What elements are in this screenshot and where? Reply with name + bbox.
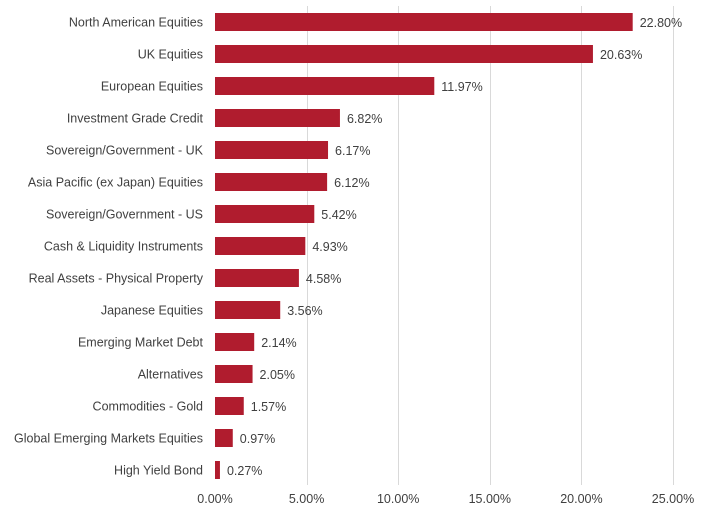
x-tick-label: 10.00% bbox=[377, 492, 419, 506]
category-label: Real Assets - Physical Property bbox=[29, 272, 204, 286]
bar bbox=[215, 365, 253, 383]
value-label: 3.56% bbox=[287, 304, 322, 318]
value-label: 20.63% bbox=[600, 48, 642, 62]
bar bbox=[215, 141, 329, 159]
category-label: UK Equities bbox=[138, 48, 203, 62]
value-labels: 22.80% 20.63% 11.97% 6.82% 6.17% 6.12% 5.42% 4.… bbox=[227, 16, 682, 478]
value-label: 0.27% bbox=[227, 464, 262, 478]
category-label: High Yield Bond bbox=[114, 464, 203, 478]
value-label: 2.14% bbox=[261, 336, 296, 350]
value-label: 6.12% bbox=[334, 176, 369, 190]
bar bbox=[215, 13, 633, 31]
category-label: Japanese Equities bbox=[101, 304, 203, 318]
category-label: Emerging Market Debt bbox=[78, 336, 204, 350]
value-label: 4.58% bbox=[306, 272, 341, 286]
category-label: Investment Grade Credit bbox=[67, 112, 204, 126]
bar bbox=[215, 461, 220, 479]
value-label: 1.57% bbox=[251, 400, 286, 414]
category-label: Asia Pacific (ex Japan) Equities bbox=[28, 176, 203, 190]
value-label: 0.97% bbox=[240, 432, 275, 446]
bar bbox=[215, 109, 340, 127]
x-axis-tick-labels: 0.00% 5.00% 10.00% 15.00% 20.00% 25.00% bbox=[197, 492, 694, 506]
x-tick-label: 25.00% bbox=[652, 492, 694, 506]
category-label: Cash & Liquidity Instruments bbox=[44, 240, 203, 254]
bar bbox=[215, 45, 593, 63]
category-label: Sovereign/Government - UK bbox=[46, 144, 204, 158]
x-tick-label: 5.00% bbox=[289, 492, 324, 506]
value-label: 4.93% bbox=[312, 240, 347, 254]
bar bbox=[215, 237, 306, 255]
bar bbox=[215, 205, 315, 223]
x-tick-label: 0.00% bbox=[197, 492, 232, 506]
x-tick-label: 20.00% bbox=[560, 492, 602, 506]
category-label: North American Equities bbox=[69, 16, 203, 30]
value-label: 6.82% bbox=[347, 112, 382, 126]
bar bbox=[215, 173, 328, 191]
category-label: Commodities - Gold bbox=[93, 400, 203, 414]
category-labels: North American Equities UK Equities Europe… bbox=[14, 16, 204, 478]
bar bbox=[215, 269, 299, 287]
bar bbox=[215, 429, 233, 447]
bar bbox=[215, 333, 255, 351]
value-label: 6.17% bbox=[335, 144, 370, 158]
category-label: European Equities bbox=[101, 80, 203, 94]
category-label: Sovereign/Government - US bbox=[46, 208, 203, 222]
bars bbox=[215, 13, 633, 479]
bar bbox=[215, 77, 435, 95]
value-label: 22.80% bbox=[640, 16, 682, 30]
category-label: Global Emerging Markets Equities bbox=[14, 432, 203, 446]
x-tick-label: 15.00% bbox=[469, 492, 511, 506]
bar bbox=[215, 397, 244, 415]
value-label: 2.05% bbox=[260, 368, 295, 382]
value-label: 5.42% bbox=[321, 208, 356, 222]
value-label: 11.97% bbox=[441, 80, 482, 94]
category-label: Alternatives bbox=[138, 368, 203, 382]
bar bbox=[215, 301, 281, 319]
